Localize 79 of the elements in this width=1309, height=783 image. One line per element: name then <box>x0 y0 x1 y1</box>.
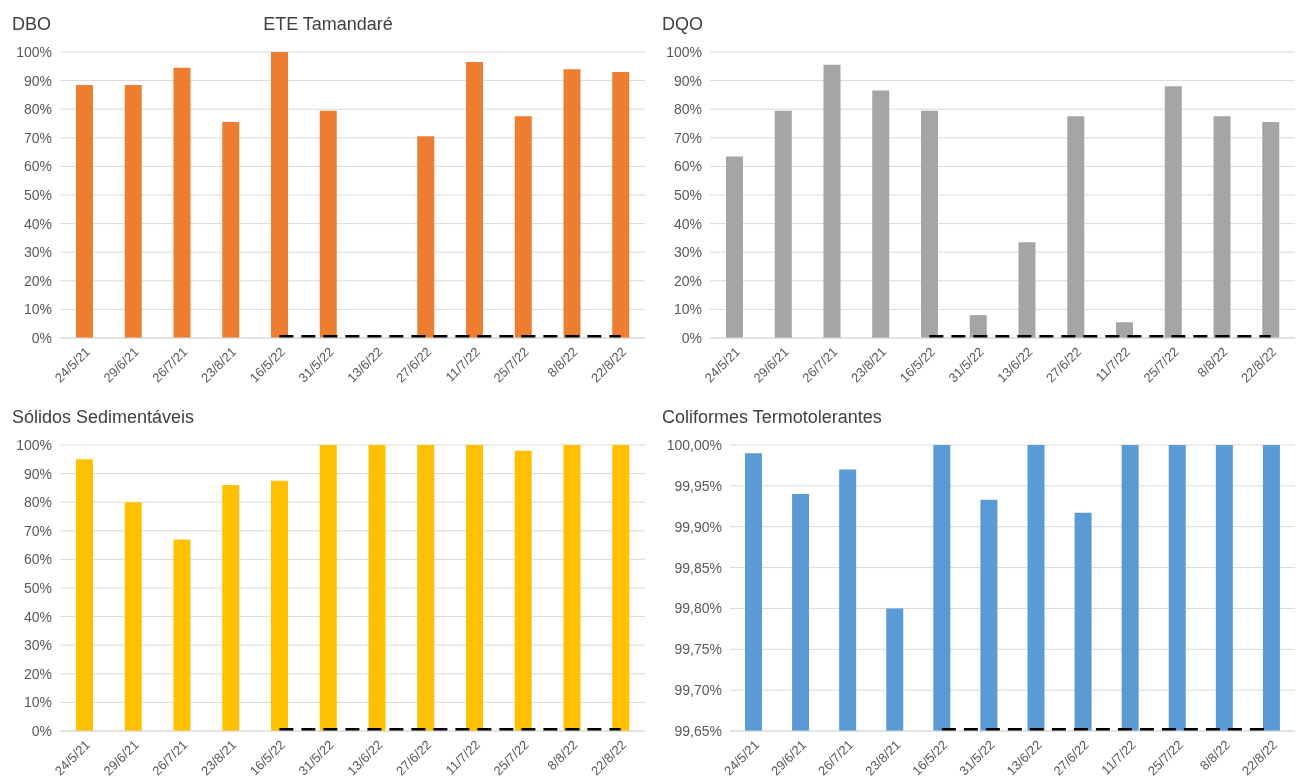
y-tick-label: 60% <box>23 551 52 568</box>
y-tick-label: 40% <box>23 608 52 625</box>
y-tick-label: 20% <box>673 272 702 289</box>
y-tick-label: 60% <box>673 158 702 175</box>
y-tick-label: 100% <box>666 43 702 60</box>
chart-title: DBO <box>12 14 52 35</box>
y-tick-label: 90% <box>23 465 52 482</box>
bar <box>612 445 630 731</box>
y-tick-label: 99,75% <box>674 641 722 658</box>
bar <box>222 485 240 731</box>
bar <box>76 459 93 731</box>
y-tick-label: 70% <box>23 129 52 146</box>
bar <box>222 122 240 338</box>
y-tick-label: 99,65% <box>674 722 722 739</box>
y-tick-label: 80% <box>23 101 52 118</box>
bar <box>271 52 288 338</box>
bar <box>124 502 142 731</box>
y-tick-label: 30% <box>23 244 52 261</box>
y-tick-label: 40% <box>23 215 52 232</box>
bar <box>563 69 581 338</box>
y-tick-label: 50% <box>23 579 52 596</box>
bar <box>1262 122 1280 338</box>
y-tick-label: 20% <box>23 272 52 289</box>
bar <box>466 62 483 338</box>
y-tick-label: 99,85% <box>674 559 722 576</box>
bar <box>726 156 743 338</box>
y-tick-label: 70% <box>23 522 52 539</box>
bar <box>1067 116 1085 338</box>
bar <box>124 84 142 338</box>
y-tick-label: 40% <box>673 215 702 232</box>
y-tick-label: 99,90% <box>674 518 722 535</box>
y-tick-label: 100% <box>16 43 52 60</box>
y-tick-label: 30% <box>673 244 702 261</box>
chart-title: Coliformes Termotolerantes <box>662 407 882 428</box>
bar <box>514 116 532 338</box>
y-tick-label: 0% <box>681 329 702 346</box>
bar <box>921 110 938 338</box>
y-tick-label: 60% <box>23 158 52 175</box>
bar <box>1213 116 1231 338</box>
y-tick-label: 0% <box>31 722 52 739</box>
y-tick-label: 80% <box>23 494 52 511</box>
y-tick-label: 80% <box>673 101 702 118</box>
y-tick-label: 10% <box>673 301 702 318</box>
bar <box>466 445 483 731</box>
chart-title: Sólidos Sedimentáveis <box>12 407 195 428</box>
bar <box>872 90 890 338</box>
bar <box>319 445 337 731</box>
bar <box>612 72 630 338</box>
y-tick-label: 50% <box>23 186 52 203</box>
y-tick-label: 99,70% <box>674 682 722 699</box>
y-tick-label: 99,95% <box>674 477 722 494</box>
bar <box>1164 86 1182 338</box>
y-tick-label: 0% <box>31 329 52 346</box>
y-tick-label: 100,00% <box>666 436 722 453</box>
y-tick-label: 30% <box>23 637 52 654</box>
y-tick-label: 90% <box>673 72 702 89</box>
bar <box>514 450 532 731</box>
bar <box>417 445 435 731</box>
y-tick-label: 70% <box>673 129 702 146</box>
y-tick-label: 100% <box>16 436 52 453</box>
bar <box>271 480 288 731</box>
bar <box>563 445 581 731</box>
chart-title: DQO <box>662 14 704 35</box>
bar <box>823 64 841 338</box>
y-tick-label: 10% <box>23 694 52 711</box>
bar <box>173 67 191 338</box>
bar <box>76 84 93 338</box>
bar <box>368 445 386 731</box>
y-tick-label: 20% <box>23 665 52 682</box>
bar <box>319 110 337 338</box>
bar <box>417 136 435 338</box>
y-tick-label: 90% <box>23 72 52 89</box>
bar <box>774 110 792 338</box>
bar <box>173 539 191 731</box>
bar <box>1018 242 1036 338</box>
y-tick-label: 50% <box>673 186 702 203</box>
chart-subtitle: ETE Tamandaré <box>263 14 393 34</box>
y-tick-label: 10% <box>23 301 52 318</box>
y-tick-label: 99,80% <box>674 600 722 617</box>
